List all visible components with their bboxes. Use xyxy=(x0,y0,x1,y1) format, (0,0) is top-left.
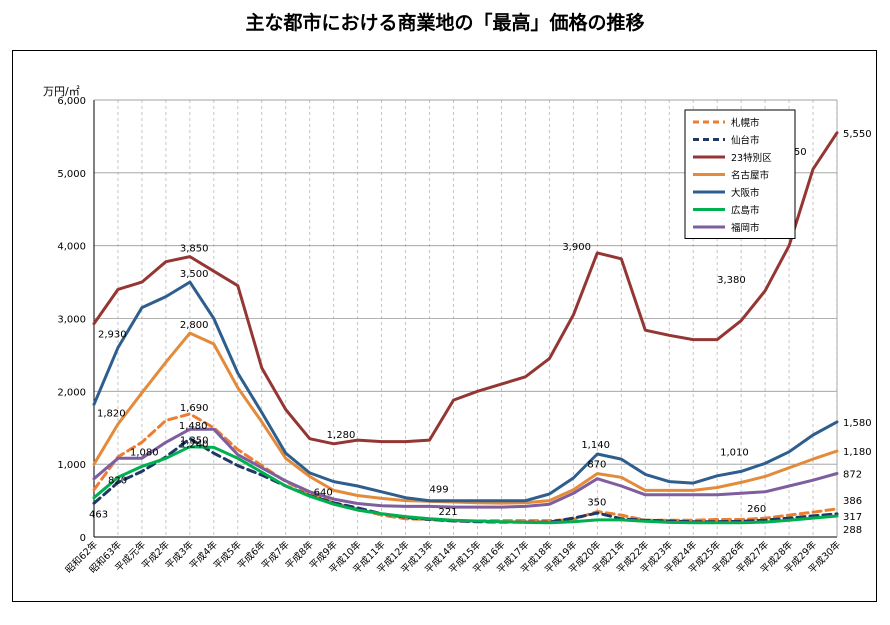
y-tick-label: 6,000 xyxy=(57,96,86,107)
data-label: 221 xyxy=(439,507,458,518)
data-label: 1,580 xyxy=(843,418,872,429)
data-label: 1,280 xyxy=(327,430,356,441)
data-label: 1,140 xyxy=(581,440,610,451)
data-label: 463 xyxy=(89,509,108,520)
data-label: 3,900 xyxy=(562,242,591,253)
data-label: 260 xyxy=(747,504,766,515)
data-label: 1,820 xyxy=(97,408,126,419)
y-tick-label: 1,000 xyxy=(57,460,86,471)
y-tick-label: 5,000 xyxy=(57,169,86,180)
data-label: 288 xyxy=(843,525,862,536)
legend-label: 広島市 xyxy=(731,205,760,217)
y-unit-label: 万円/㎡ xyxy=(43,85,80,98)
data-label: 3,500 xyxy=(180,269,209,280)
y-tick-label: 4,000 xyxy=(57,242,86,253)
legend-label: 大阪市 xyxy=(731,187,760,199)
data-label: 317 xyxy=(843,512,862,523)
data-label: 1,080 xyxy=(130,447,159,458)
data-label: 1,180 xyxy=(843,447,872,458)
series-line-福岡市 xyxy=(92,427,839,509)
series-line-広島市 xyxy=(92,445,839,525)
y-tick-label: 3,000 xyxy=(57,315,86,326)
data-label: 820 xyxy=(108,475,127,486)
line-chart: 01,0002,0003,0004,0005,0006,000万円/㎡昭和62年… xyxy=(43,85,872,576)
data-label: 3,850 xyxy=(180,244,209,255)
data-label: 2,800 xyxy=(180,320,209,331)
y-tick-label: 2,000 xyxy=(57,387,86,398)
page-title: 主な都市における商業地の「最高」価格の推移 xyxy=(245,12,645,34)
data-label: 499 xyxy=(430,485,449,496)
y-tick-label: 0 xyxy=(80,533,86,544)
data-label: 3,380 xyxy=(717,275,746,286)
legend-label: 仙台市 xyxy=(731,135,760,147)
series-line-大阪市 xyxy=(92,280,839,503)
data-label: 1,690 xyxy=(180,403,209,414)
data-label: 350 xyxy=(587,498,606,509)
data-label: 1,240 xyxy=(180,440,209,451)
data-label: 386 xyxy=(843,496,862,507)
legend-label: 23特別区 xyxy=(731,152,772,164)
data-label: 870 xyxy=(587,460,606,471)
data-label: 2,930 xyxy=(98,330,127,341)
data-label: 872 xyxy=(843,469,862,480)
legend-label: 札幌市 xyxy=(731,117,760,129)
data-label: 1,350 xyxy=(180,436,209,447)
series-line-23特別区 xyxy=(92,131,839,446)
data-label: 640 xyxy=(314,487,333,498)
data-label: 1,480 xyxy=(179,421,208,432)
series-line-名古屋市 xyxy=(92,331,839,505)
chart-frame: 0 1,000 2,000 3,000 4,000 5,000 6,000 万円/㎡ 昭和62年… xyxy=(12,50,877,602)
data-label: 5,550 xyxy=(843,129,872,140)
legend-label: 福岡市 xyxy=(731,222,760,234)
legend-label: 名古屋市 xyxy=(731,170,770,182)
data-label: 1,010 xyxy=(720,447,749,458)
